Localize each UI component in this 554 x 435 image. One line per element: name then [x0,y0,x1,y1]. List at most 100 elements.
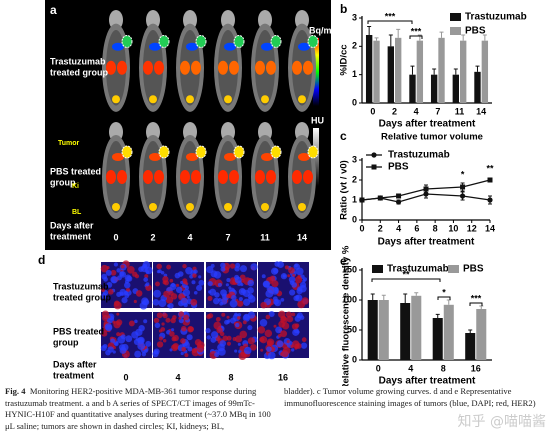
if-cell [210,263,215,268]
if-cell [133,299,137,304]
uptake [154,170,164,184]
if-cell [247,325,253,331]
if-cell [125,287,131,292]
error-bar [414,292,419,296]
if-cell [162,313,168,319]
if-cell [134,350,142,358]
day-label: 7 [225,232,230,242]
if-cell [238,296,243,302]
uptake [298,42,310,51]
if-cell [193,269,198,274]
uptake [112,95,120,104]
uptake [218,170,228,184]
colorbar-label: Bq/mL [309,25,338,35]
if-cell [248,295,256,303]
x-tick-label: 2 [378,223,383,233]
chart-title: Relative tumor volume [381,132,483,143]
if-cell [116,268,121,273]
panel-label: d [38,253,45,267]
tumor-circle [195,145,207,159]
if-cell [274,289,279,294]
marker [487,177,493,183]
bar [474,71,481,103]
x-tick-label: 4 [396,223,401,233]
if-cell [110,275,118,284]
if-cell [222,335,229,342]
error-bar [381,294,386,300]
if-cell [160,270,165,275]
if-cell [294,276,303,284]
if-cell [285,311,292,318]
if-cell [213,271,222,279]
if-cell [178,311,185,317]
legend-label: PBS [465,26,486,37]
significance-bracket [367,20,413,24]
if-cell [185,267,193,275]
if-cell [214,292,220,298]
if-cell [231,294,237,301]
uptake [224,203,232,211]
marker [396,193,402,199]
row-label: Trastuzumab [50,56,106,66]
significance-bracket [409,35,423,39]
if-cell [144,274,149,279]
if-cell [299,284,307,293]
if-cell [101,273,108,280]
if-cell [105,269,112,276]
if-cell [259,319,268,327]
if-cell [158,299,167,308]
ct-head [183,10,197,30]
day-label: 4 [187,232,192,242]
if-cell [144,266,153,275]
if-cell [175,283,180,287]
tumor-circle [195,35,207,48]
if-cell [116,332,121,337]
x-axis-label: Days after treatment [379,119,476,130]
watermark: 知乎 @喵喵酱 [457,414,546,430]
if-cell [162,276,169,283]
if-cell [169,348,173,352]
x-tick-label: 0 [370,106,375,116]
y-tick-label: 100 [342,294,357,304]
error-bar [461,34,466,41]
if-cell [125,335,133,343]
if-cell [135,290,143,297]
uptake [191,60,201,75]
bar [476,309,487,360]
if-cell [156,312,163,319]
if-cell [265,289,274,298]
bar [409,74,416,103]
uptake [261,42,273,51]
uptake [298,95,306,104]
if-cell [270,267,279,275]
tumor-circle [270,35,282,48]
if-cell [273,299,279,305]
bar [373,40,380,103]
if-cell [191,347,197,354]
if-cell [108,289,114,295]
tumor-circle [270,145,282,159]
if-cell [171,328,175,332]
uptake [224,153,236,161]
row-label: Trastuzumab [53,281,109,291]
if-cell [186,295,190,299]
x-tick-label: 0 [376,363,381,373]
if-cell [267,351,276,360]
y-axis-label: Ratio (vt / v0) [339,160,350,220]
if-cell [168,290,174,296]
tumor-circle [307,145,319,159]
if-cell [120,264,125,269]
legend-swatch [450,13,461,21]
if-cell [113,301,122,310]
if-cell [242,289,251,298]
if-cell [124,281,131,289]
if-cell [157,269,162,274]
legend-label: Trastuzumab [388,150,450,161]
if-cell [188,326,194,332]
bar [430,74,438,103]
if-cell [260,301,267,309]
x-axis-label: Days after treatment [379,376,476,386]
if-cell [276,340,284,348]
